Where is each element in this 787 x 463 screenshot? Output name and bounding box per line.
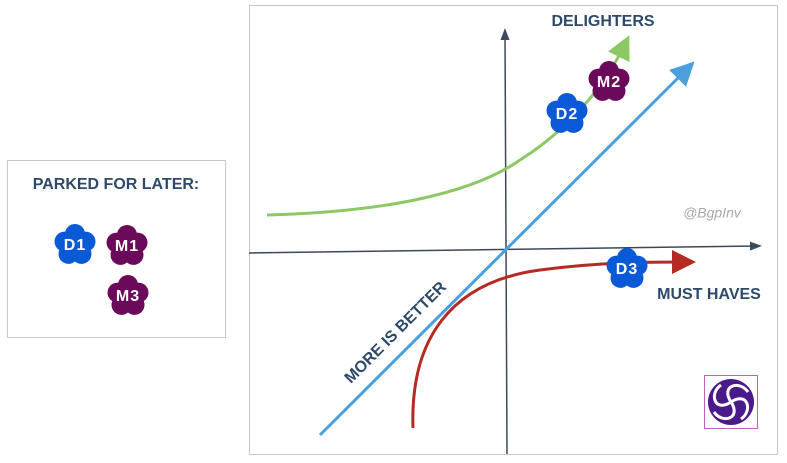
token-label: D3 [616,261,638,278]
token: M2 [588,61,630,101]
token-label: M2 [597,74,621,91]
y-axis [500,28,510,455]
more-is-better-line [318,61,695,437]
x-axis [248,241,762,254]
token: D3 [606,248,648,288]
delighters-curve [266,35,630,217]
token-label: M1 [115,238,139,255]
logo [704,375,758,429]
parked-title: PARKED FOR LATER: [33,176,200,193]
delighters-label: DELIGHTERS [551,13,654,30]
token: D2 [546,93,588,133]
token: M3 [107,275,149,315]
token-label: M3 [116,288,140,305]
token: D1 [54,224,96,264]
must-haves-label: MUST HAVES [657,286,761,303]
diagram-box [249,5,778,455]
watermark: @BgpInv [683,205,742,221]
token: M1 [106,225,148,265]
token-label: D2 [556,106,578,123]
token-label: D1 [64,237,86,254]
